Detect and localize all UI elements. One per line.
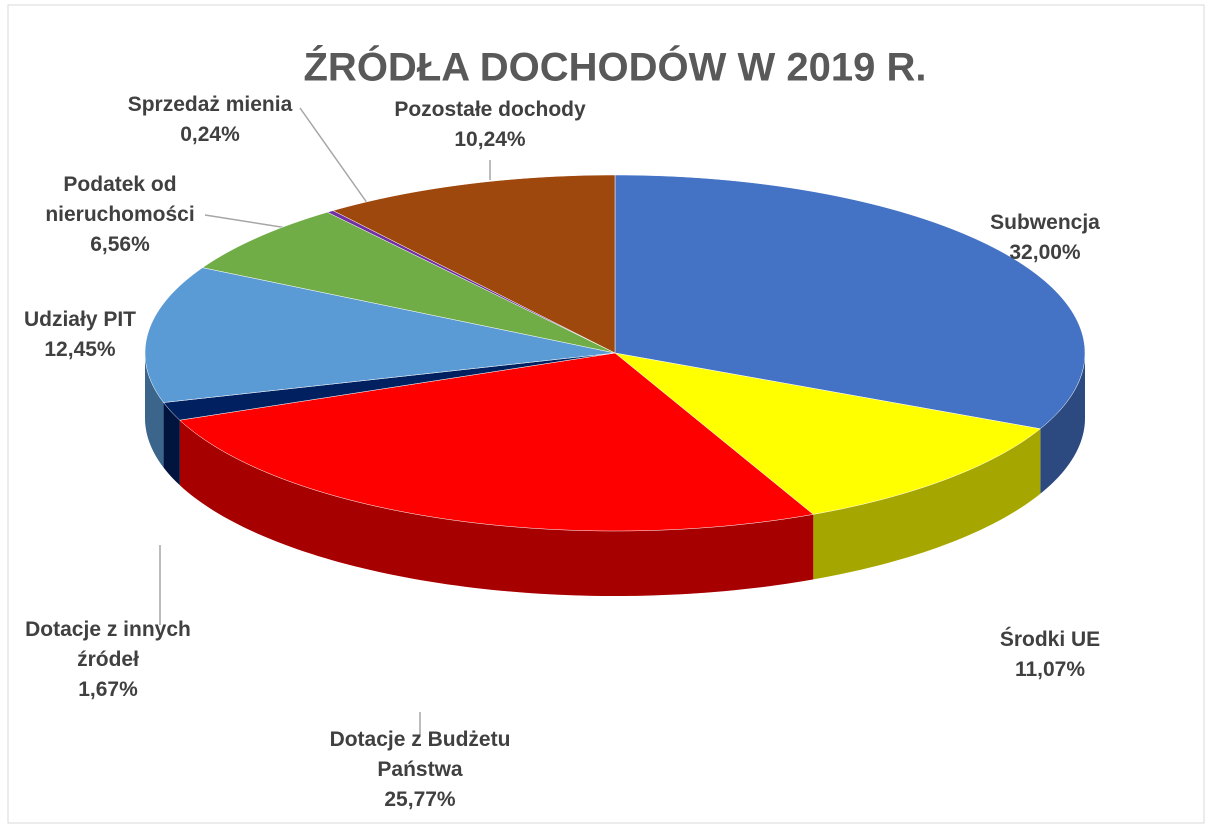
category-label: Udziały PIT <box>23 308 137 331</box>
slice <box>201 211 616 354</box>
slice-side-shade <box>179 420 814 596</box>
value-label: 11,07% <box>1014 658 1086 681</box>
category-label: Podatek od nieruchomości <box>45 173 195 226</box>
data-label: Udziały PIT 12,45% <box>10 305 150 365</box>
slice <box>614 174 1086 430</box>
slice <box>144 267 616 403</box>
slice-side-shade <box>1040 353 1085 494</box>
slice-side-shade <box>813 428 1041 580</box>
slice-side <box>813 428 1041 580</box>
value-label: 25,77% <box>384 788 456 811</box>
slice-side-shade <box>163 402 180 486</box>
data-label: Pozostałe dochody 10,24% <box>380 95 600 155</box>
slice <box>614 352 1041 515</box>
chart-title: ŹRÓDŁA DOCHODÓW W 2019 R. <box>304 44 927 90</box>
slice-side <box>179 420 814 596</box>
data-label: Dotacje z Budżetu Państwa 25,77% <box>310 725 530 815</box>
data-label: Dotacje z innych źródeł 1,67% <box>3 615 213 705</box>
slice <box>179 352 814 532</box>
slice-side <box>163 402 180 486</box>
leader-line <box>299 107 371 208</box>
slice-side-shade <box>145 353 164 468</box>
slice-side <box>1040 353 1085 494</box>
slice <box>163 352 616 421</box>
category-label: Środki UE <box>999 628 1101 651</box>
value-label: 0,24% <box>180 123 240 146</box>
value-label: 32,00% <box>1009 241 1081 264</box>
data-label: Subwencja 32,00% <box>975 208 1115 268</box>
category-label: Dotacje z Budżetu Państwa <box>329 728 511 781</box>
data-label: Podatek od nieruchomości 6,56% <box>20 170 220 260</box>
value-label: 6,56% <box>90 233 150 256</box>
value-label: 12,45% <box>44 338 116 361</box>
pie-sides <box>145 353 1085 596</box>
value-label: 1,67% <box>78 678 138 701</box>
data-label: Środki UE 11,07% <box>980 625 1120 685</box>
data-label: Sprzedaż mienia 0,24% <box>110 90 310 150</box>
category-label: Subwencja <box>990 211 1100 234</box>
slice-side <box>145 353 164 468</box>
category-label: Dotacje z innych źródeł <box>25 618 191 671</box>
category-label: Sprzedaż mienia <box>127 93 293 116</box>
slice <box>332 174 616 354</box>
category-label: Pozostałe dochody <box>394 98 586 121</box>
value-label: 10,24% <box>454 128 526 151</box>
